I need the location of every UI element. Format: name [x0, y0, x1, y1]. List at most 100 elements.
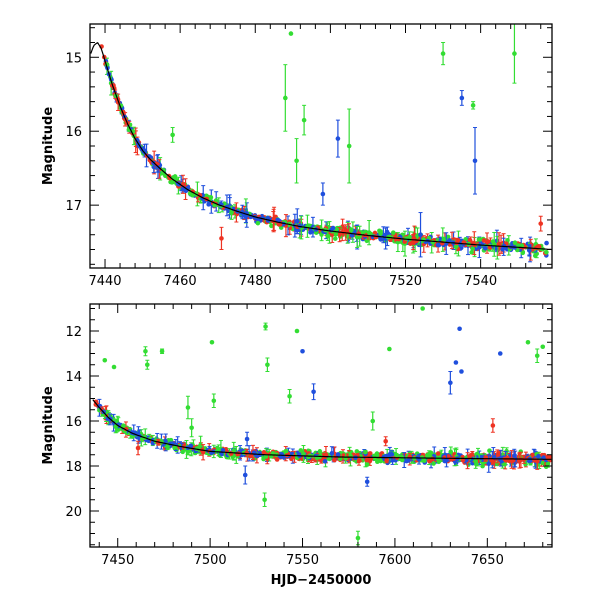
x-tick-label: 7440 [88, 274, 121, 289]
blue-data-point [486, 461, 492, 467]
green-data-point [394, 452, 400, 458]
x-tick-label: 7450 [101, 553, 134, 568]
red-data-point [384, 458, 389, 463]
green-data-point [387, 346, 392, 352]
blue-data-point [320, 191, 326, 197]
bottom-panel-y-axis-label: Magnitude [41, 386, 56, 465]
red-data-point [332, 457, 337, 463]
green-data-point [355, 535, 361, 541]
blue-data-point [364, 479, 370, 485]
blue-data-point [459, 369, 464, 374]
blue-data-point [330, 225, 336, 231]
red-data-point [248, 453, 253, 459]
green-data-point [298, 448, 304, 453]
blue-data-point [457, 326, 462, 332]
x-tick-label: 7650 [471, 553, 504, 568]
green-data-point [301, 117, 307, 123]
green-data-point [189, 425, 194, 431]
red-data-point [538, 221, 544, 226]
blue-data-point [459, 95, 465, 101]
y-tick-label: 18 [65, 460, 82, 475]
green-data-point [208, 195, 214, 200]
y-tick-label: 20 [65, 505, 82, 520]
red-data-point [435, 451, 441, 456]
blue-data-point [378, 237, 384, 242]
red-data-point [364, 457, 370, 463]
green-data-point [111, 364, 117, 370]
red-data-point [506, 458, 512, 464]
green-data-point [170, 132, 175, 138]
red-data-point [383, 438, 388, 444]
green-data-point [534, 353, 540, 359]
green-data-point [180, 449, 186, 455]
red-data-point [536, 244, 542, 249]
red-data-point [135, 445, 141, 451]
red-data-point [496, 241, 502, 247]
red-data-point [517, 458, 522, 464]
blue-data-point [418, 232, 423, 238]
green-data-point [294, 158, 299, 164]
green-data-point [544, 249, 549, 255]
green-data-point [317, 454, 322, 460]
bottom-panel: 7450 7500 7550 7600 7650 12 14 16 18 20 Magnitude… [41, 303, 553, 588]
green-data-point [519, 243, 525, 248]
x-tick-label: 7520 [389, 274, 422, 289]
green-data-point [378, 231, 383, 236]
top-panel-y-axis-label: Magnitude [41, 107, 56, 186]
green-data-point [453, 244, 459, 250]
blue-data-point [544, 240, 549, 246]
green-data-point [502, 462, 507, 467]
green-data-point [364, 462, 370, 467]
blue-data-point [482, 245, 488, 251]
y-tick-label: 17 [65, 199, 82, 214]
green-data-point [440, 51, 446, 56]
green-data-point [187, 191, 193, 196]
green-data-point [370, 418, 376, 424]
blue-data-point [206, 202, 211, 207]
green-data-point [325, 233, 331, 239]
green-data-point [301, 451, 306, 457]
green-data-point [520, 250, 526, 256]
green-data-point [390, 230, 396, 235]
green-data-point [211, 398, 217, 404]
green-data-point [540, 460, 546, 466]
blue-data-point [472, 158, 478, 164]
green-data-point [263, 324, 268, 329]
blue-data-point [244, 436, 250, 442]
x-tick-label: 7480 [239, 274, 272, 289]
green-data-point [407, 234, 412, 240]
x-tick-label: 7540 [464, 274, 497, 289]
red-data-point [530, 452, 535, 458]
x-tick-label: 7500 [194, 553, 227, 568]
green-data-point [512, 240, 518, 246]
blue-data-point [436, 242, 442, 248]
blue-data-point [308, 230, 313, 235]
bottom-panel-frame [89, 303, 553, 548]
green-data-point [430, 239, 436, 245]
bottom-panel-axes: 7450 7500 7550 7600 7650 12 14 16 18 20 [65, 304, 552, 568]
green-data-point [159, 348, 165, 354]
green-data-point [229, 210, 234, 216]
blue-data-point [300, 348, 305, 354]
green-data-point [540, 344, 546, 350]
green-data-point [366, 230, 372, 235]
green-data-point [209, 339, 215, 345]
green-data-point [283, 448, 289, 454]
blue-data-point [242, 472, 248, 478]
blue-data-point [220, 447, 226, 453]
green-data-point [269, 223, 274, 229]
top-panel-model-curve [90, 42, 552, 251]
blue-data-point [442, 458, 448, 464]
top-panel-data-points [99, 24, 549, 263]
green-data-point [102, 357, 108, 363]
y-tick-label: 15 [65, 51, 82, 66]
blue-data-point [188, 443, 194, 449]
bottom-panel-x-axis-label: HJD−2450000 [271, 573, 372, 588]
red-data-point [337, 232, 342, 237]
green-data-point [337, 456, 343, 462]
green-data-point [294, 328, 300, 334]
green-data-point [470, 246, 475, 251]
green-data-point [332, 236, 338, 241]
red-data-point [356, 457, 362, 463]
